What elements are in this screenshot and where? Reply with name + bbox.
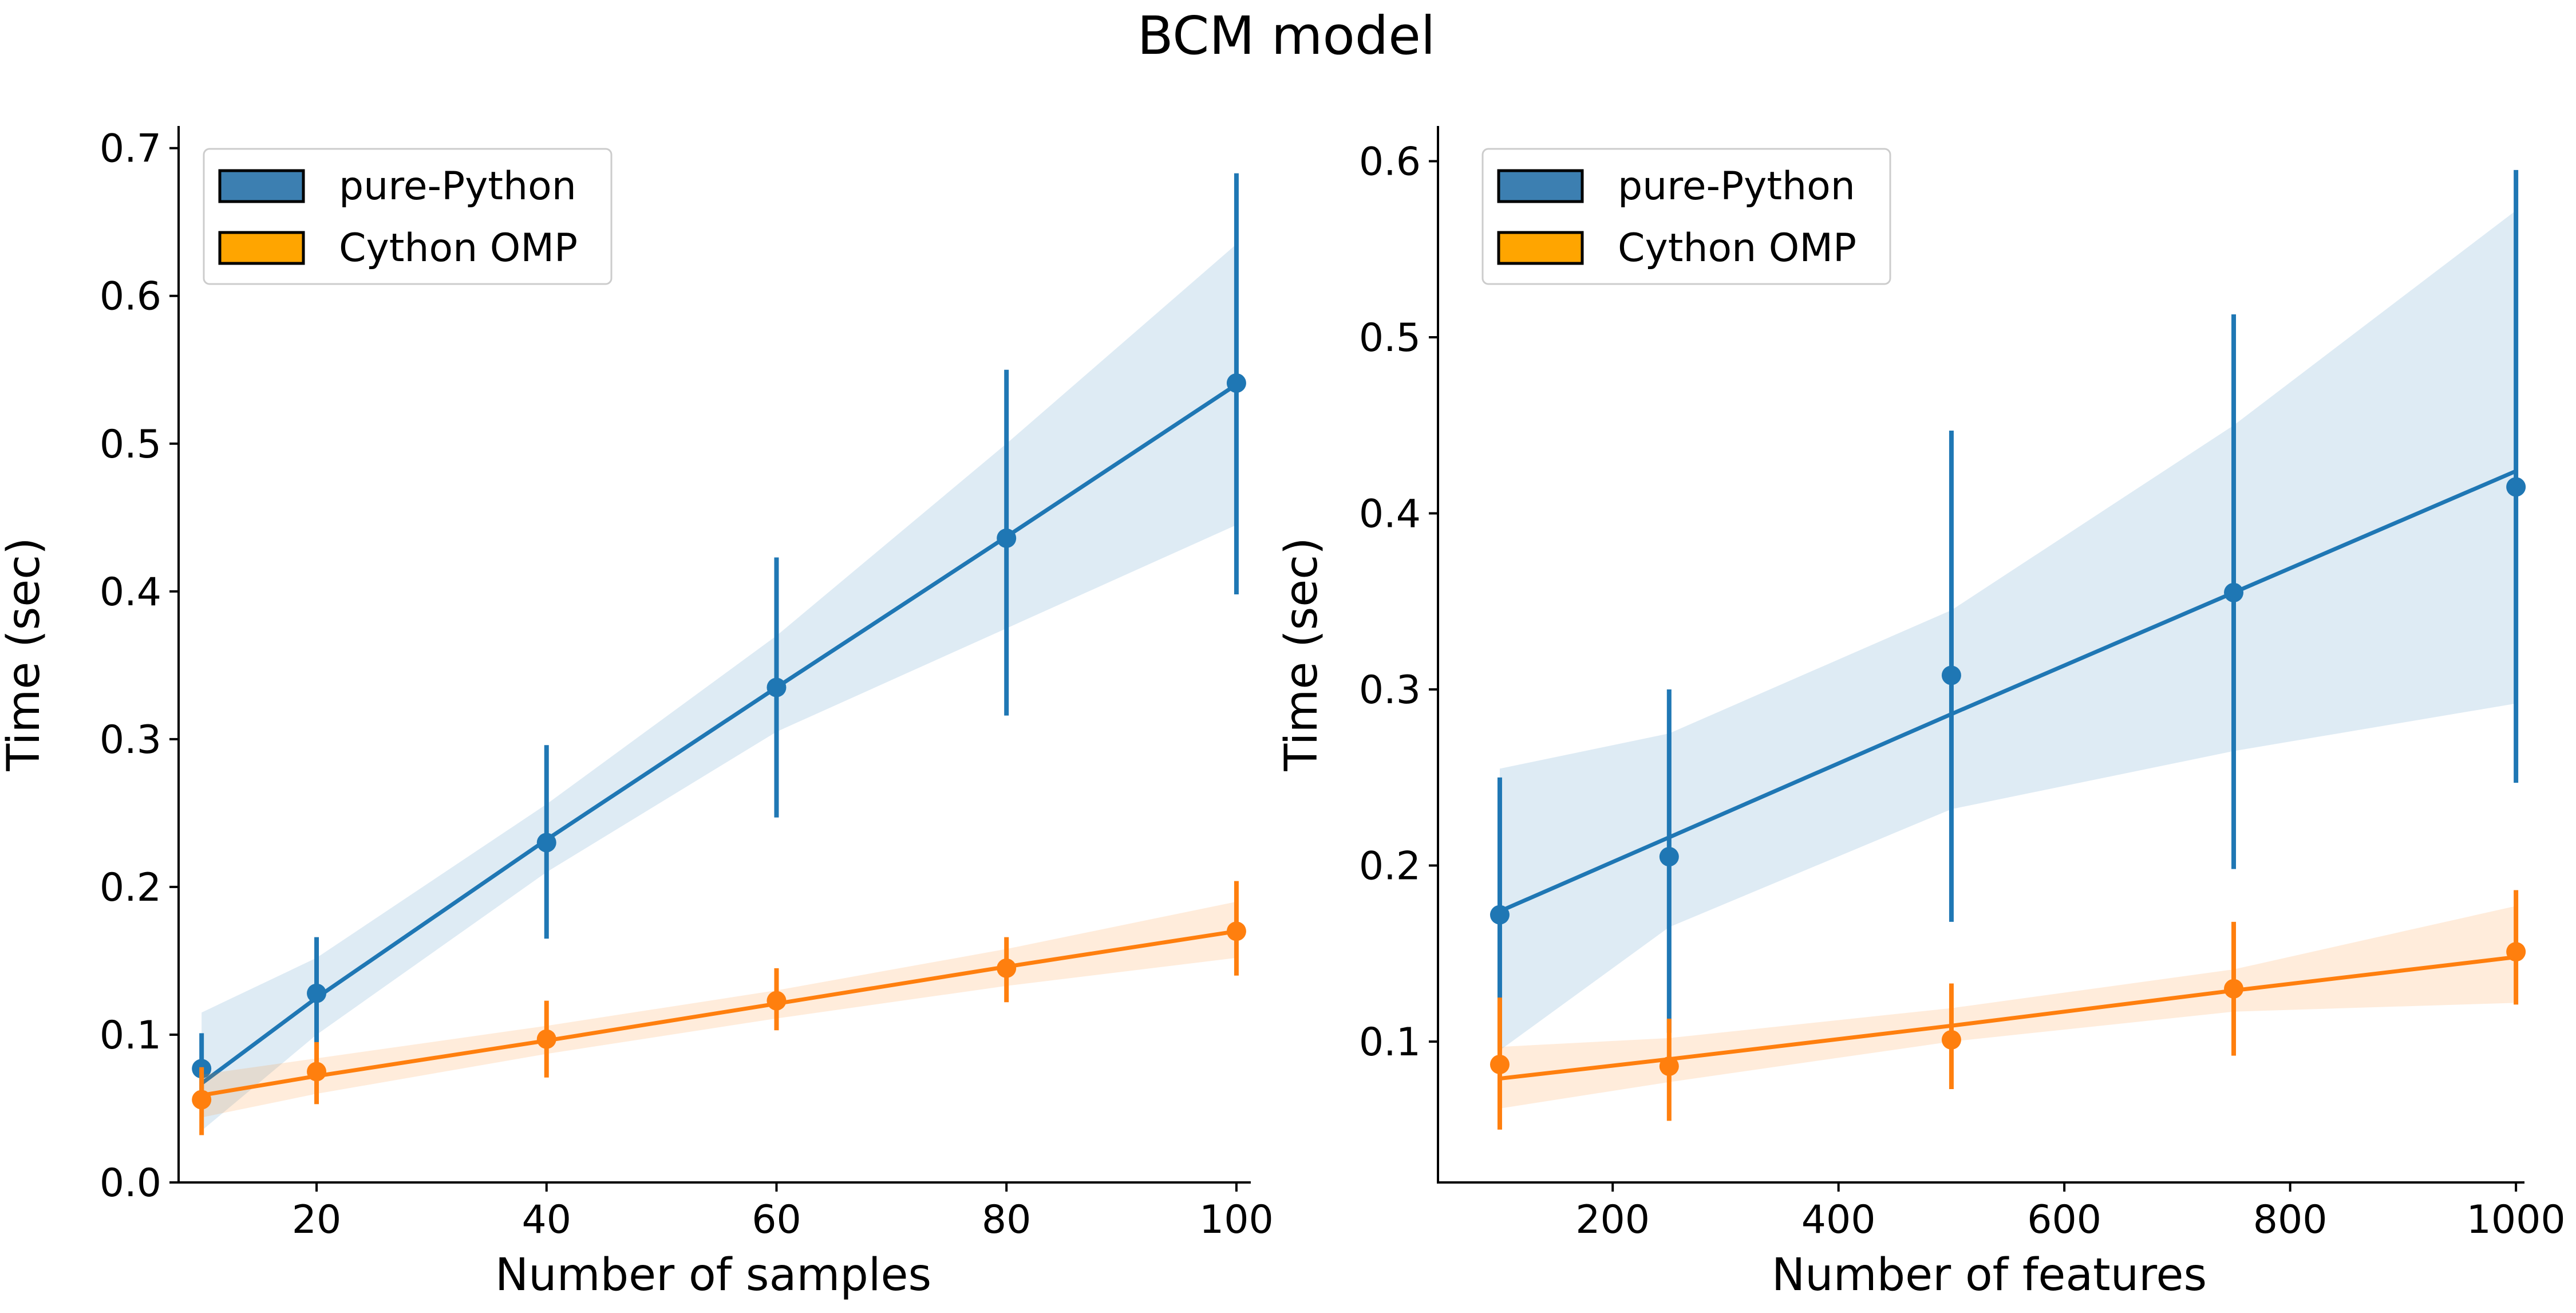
series-pure-python (1490, 169, 2526, 1051)
confidence-band (202, 901, 1236, 1118)
legend: pure-Python Cython OMP (1481, 148, 1891, 285)
legend-label: Cython OMP (1618, 226, 1856, 271)
x-tick-label: 100 (1199, 1197, 1274, 1243)
data-point (997, 528, 1017, 548)
legend-swatch (218, 169, 305, 203)
y-tick-label: 0.4 (1359, 492, 1421, 537)
y-tick-label: 0.6 (1359, 140, 1421, 185)
y-axis-label: Time (sec) (0, 537, 50, 771)
y-tick-label: 0.1 (1359, 1020, 1421, 1065)
y-tick-label: 0.4 (100, 570, 161, 615)
y-tick-label: 0.6 (100, 274, 161, 320)
series-pure-python (192, 173, 1246, 1131)
data-point (2224, 979, 2244, 999)
legend-swatch (1497, 169, 1584, 203)
data-point (767, 991, 787, 1011)
confidence-band (202, 244, 1236, 1131)
x-tick-label: 200 (1575, 1197, 1650, 1243)
figure-title: BCM model (1137, 5, 1436, 66)
y-tick-label: 0.7 (100, 127, 161, 172)
regression-line (201, 929, 1237, 1098)
y-tick-label: 0.5 (100, 422, 161, 467)
y-tick-label: 0.1 (100, 1013, 161, 1058)
data-point (1490, 905, 1510, 925)
data-point (1226, 921, 1246, 941)
data-point (1226, 373, 1246, 393)
legend-swatch (1497, 231, 1584, 265)
series-cython-omp (192, 881, 1246, 1135)
x-tick-label: 1000 (2467, 1197, 2566, 1243)
confidence-band (1499, 906, 2516, 1109)
data-point (192, 1090, 212, 1110)
x-tick-label: 60 (752, 1197, 801, 1243)
legend-label: Cython OMP (339, 226, 578, 271)
legend-label: pure-Python (1618, 164, 1855, 209)
regression-line (200, 383, 1238, 1085)
data-point (2506, 942, 2526, 962)
data-point (2224, 582, 2244, 602)
chart-right-features: 0.1 0.2 0.3 0.4 0.5 0.6 200 400 600 800 1000 Number… (1276, 126, 2566, 1301)
data-point (1659, 847, 1679, 867)
data-point (1490, 1054, 1510, 1074)
data-point (307, 983, 327, 1003)
series-cython-omp (1490, 890, 2526, 1130)
y-tick-label: 0.0 (100, 1161, 161, 1206)
legend-frame (1481, 148, 1891, 285)
x-axis-label: Number of samples (495, 1249, 931, 1301)
x-tick-label: 600 (2027, 1197, 2101, 1243)
x-tick-label: 20 (292, 1197, 342, 1243)
chart-left-samples: 0.0 0.1 0.2 0.3 0.4 0.5 0.6 0.7 20 40 60 80 100 Numbe… (0, 126, 1274, 1301)
data-point (307, 1062, 327, 1082)
data-point (536, 1029, 556, 1049)
data-point (997, 958, 1017, 978)
y-tick-label: 0.5 (1359, 316, 1421, 361)
x-tick-label: 80 (982, 1197, 1032, 1243)
y-tick-label: 0.3 (1359, 668, 1421, 713)
data-point (2506, 477, 2526, 497)
x-tick-label: 40 (521, 1197, 571, 1243)
data-point (1941, 665, 1961, 685)
x-tick-label: 800 (2253, 1197, 2328, 1243)
data-point (536, 833, 556, 853)
legend: pure-Python Cython OMP (203, 148, 613, 285)
y-tick-label: 0.2 (1359, 844, 1421, 889)
regression-line (1499, 955, 2516, 1081)
confidence-band (1499, 210, 2516, 1051)
legend-frame (203, 148, 613, 285)
data-point (1941, 1030, 1961, 1050)
x-axis-label: Number of features (1772, 1249, 2207, 1301)
y-axis-label: Time (sec) (1276, 537, 1327, 771)
legend-swatch (218, 231, 305, 265)
y-tick-label: 0.2 (100, 865, 161, 910)
data-point (767, 677, 787, 697)
y-tick-label: 0.3 (100, 717, 161, 763)
x-tick-label: 400 (1801, 1197, 1876, 1243)
data-point (1659, 1056, 1679, 1077)
legend-label: pure-Python (339, 164, 576, 209)
